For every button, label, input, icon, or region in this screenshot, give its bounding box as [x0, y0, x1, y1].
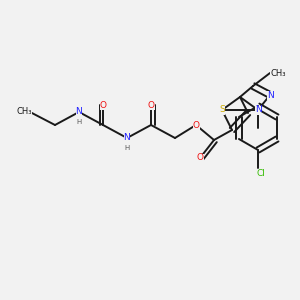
Text: H: H	[76, 119, 82, 125]
Text: O: O	[100, 100, 106, 109]
Text: N: N	[124, 134, 130, 142]
Text: O: O	[148, 100, 154, 109]
Text: Cl: Cl	[256, 169, 266, 178]
Text: S: S	[219, 106, 225, 115]
Text: CH₃: CH₃	[16, 107, 32, 116]
Text: H: H	[124, 145, 130, 151]
Text: N: N	[267, 91, 273, 100]
Text: O: O	[193, 121, 200, 130]
Text: N: N	[76, 107, 82, 116]
Text: N: N	[255, 106, 261, 115]
Text: CH₃: CH₃	[270, 68, 286, 77]
Text: O: O	[196, 154, 203, 163]
